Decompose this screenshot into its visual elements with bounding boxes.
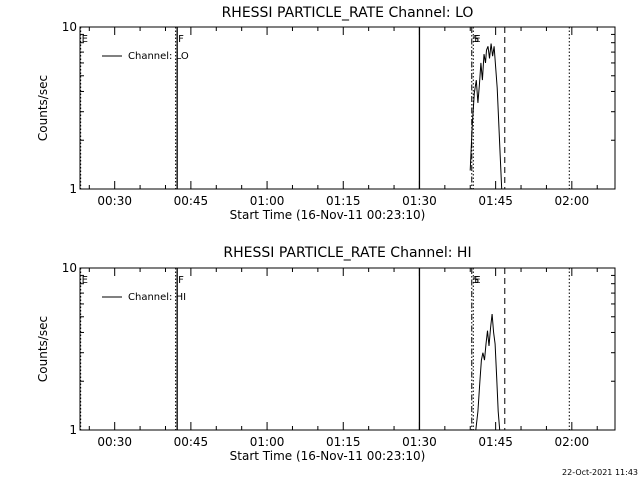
x-tick-label: 01:30	[402, 194, 437, 208]
flag-label: F	[178, 275, 184, 286]
y-tick-label: 1	[69, 182, 77, 196]
y-axis-label: Counts/sec	[36, 75, 50, 141]
x-tick-label: 00:30	[97, 194, 132, 208]
x-tick-label: 01:30	[402, 435, 437, 449]
y-tick-label: 10	[62, 261, 77, 275]
x-tick-label: 01:00	[250, 194, 285, 208]
series-line	[469, 43, 503, 190]
x-tick-label: 02:00	[555, 194, 590, 208]
x-tick-label: 00:45	[174, 194, 209, 208]
x-axis-label: Start Time (16-Nov-11 00:23:10)	[230, 449, 426, 463]
x-tick-label: 01:00	[250, 435, 285, 449]
y-tick-label: 10	[62, 20, 77, 34]
flag-label: E	[474, 34, 480, 45]
chart-panel-lo: RHESSI PARTICLE_RATE Channel: LO 00:30 00:…	[36, 5, 616, 222]
x-tick-label: 01:15	[326, 194, 361, 208]
series-line	[475, 313, 501, 431]
flag-label: E	[82, 34, 88, 45]
x-tick-label: 01:45	[478, 435, 513, 449]
x-tick-label: 01:45	[478, 194, 513, 208]
plot-frame	[79, 267, 616, 431]
flag-label: F	[178, 34, 184, 45]
plot-frame	[79, 26, 616, 190]
x-tick-label: 01:15	[326, 435, 361, 449]
legend-label: Channel: LO	[128, 51, 189, 62]
footer-timestamp: 22-Oct-2021 11:43	[562, 468, 638, 477]
y-tick-label: 1	[69, 423, 77, 437]
flag-label: S	[473, 275, 479, 286]
flag-label: E	[82, 275, 88, 286]
x-tick-label: 00:30	[97, 435, 132, 449]
x-axis-label: Start Time (16-Nov-11 00:23:10)	[230, 208, 426, 222]
legend-label: Channel: HI	[128, 292, 186, 303]
chart-panel-hi: RHESSI PARTICLE_RATE Channel: HI 00:30 00:…	[36, 245, 616, 463]
x-tick-label: 00:45	[174, 435, 209, 449]
flag-label: E	[474, 275, 480, 286]
y-axis-label: Counts/sec	[36, 316, 50, 382]
flag-label: S	[473, 34, 479, 45]
chart-title: RHESSI PARTICLE_RATE Channel: HI	[223, 245, 471, 261]
x-tick-label: 02:00	[555, 435, 590, 449]
chart-title: RHESSI PARTICLE_RATE Channel: LO	[222, 5, 474, 21]
